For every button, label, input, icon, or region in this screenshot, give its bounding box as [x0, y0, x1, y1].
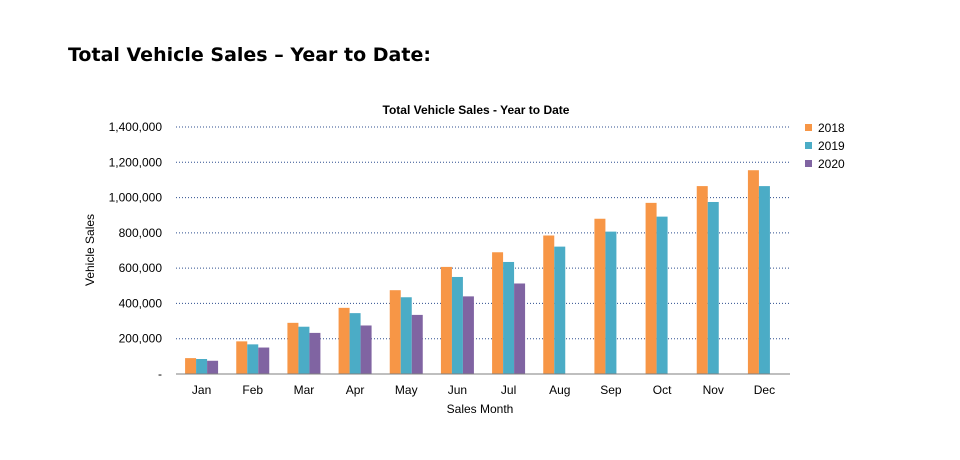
y-tick-label: 200,000	[119, 332, 163, 346]
bar-2018-jun	[440, 266, 452, 374]
bar-2018-apr	[338, 307, 350, 374]
bar-2019-may	[400, 297, 412, 374]
bar-2020-apr	[360, 325, 372, 374]
x-tick-label: Sep	[600, 383, 622, 397]
bar-2020-jan	[207, 360, 219, 374]
x-tick-label: Oct	[653, 383, 672, 397]
x-tick-label: Feb	[242, 383, 263, 397]
bar-2018-jan	[185, 358, 197, 374]
legend-label: 2019	[818, 139, 845, 153]
bar-2019-nov	[707, 201, 719, 374]
bar-2018-oct	[645, 202, 657, 374]
bar-2020-mar	[309, 332, 321, 374]
y-tick-label: 1,000,000	[109, 191, 163, 205]
y-axis-ticks: - 200,000 400,000 600,000 800,000 1,000,000 1,…	[109, 120, 163, 381]
y-axis-title: Vehicle Sales	[83, 214, 97, 286]
bar-2019-jul	[503, 261, 515, 374]
chart-title: Total Vehicle Sales - Year to Date	[383, 103, 570, 117]
bar-2020-may	[411, 314, 423, 374]
bar-2018-nov	[696, 186, 708, 374]
bar-2018-mar	[287, 322, 299, 374]
legend-swatch	[805, 160, 812, 167]
bar-2019-sep	[605, 231, 617, 374]
y-tick-label: 1,400,000	[109, 120, 163, 134]
bar-2018-sep	[594, 218, 606, 374]
legend-label: 2020	[818, 157, 845, 171]
bar-2018-aug	[543, 235, 555, 374]
bar-2020-jul	[514, 283, 526, 374]
x-tick-label: May	[395, 383, 418, 397]
bar-2019-mar	[298, 326, 310, 374]
x-tick-label: Aug	[549, 383, 570, 397]
x-tick-label: Dec	[754, 383, 775, 397]
page-heading: Total Vehicle Sales – Year to Date:	[68, 44, 431, 66]
x-tick-label: Apr	[346, 383, 365, 397]
legend-swatch	[805, 124, 812, 131]
x-axis-title: Sales Month	[447, 402, 514, 416]
x-tick-label: Mar	[294, 383, 315, 397]
y-tick-label: 1,200,000	[109, 155, 163, 169]
bar-2019-feb	[247, 344, 259, 374]
x-tick-label: Nov	[703, 383, 724, 397]
bar-2019-aug	[554, 246, 566, 374]
bar-2020-jun	[462, 296, 474, 374]
x-tick-label: Jul	[501, 383, 516, 397]
y-tick-label: -	[158, 367, 162, 381]
bar-2019-oct	[656, 216, 668, 374]
legend: 2018 2019 2020	[805, 121, 845, 171]
bar-2018-jul	[492, 252, 504, 374]
bar-2018-dec	[747, 170, 759, 374]
bar-2019-jan	[196, 359, 208, 374]
x-tick-label: Jun	[448, 383, 467, 397]
bar-2019-jun	[451, 276, 463, 374]
x-tick-label: Jan	[192, 383, 211, 397]
bar-2018-feb	[236, 341, 248, 374]
bar-2020-feb	[258, 347, 270, 374]
bar-2019-dec	[758, 186, 770, 374]
legend-label: 2018	[818, 121, 845, 135]
gridlines	[176, 126, 790, 340]
x-axis-ticks: Jan Feb Mar Apr May Jun Jul Aug Sep Oct Nov Dec	[192, 383, 775, 397]
bars	[185, 170, 770, 374]
y-tick-label: 600,000	[119, 261, 163, 275]
legend-swatch	[805, 142, 812, 149]
y-tick-label: 400,000	[119, 296, 163, 310]
bar-2019-apr	[349, 313, 361, 374]
y-tick-label: 800,000	[119, 226, 163, 240]
bar-2018-may	[389, 290, 401, 374]
